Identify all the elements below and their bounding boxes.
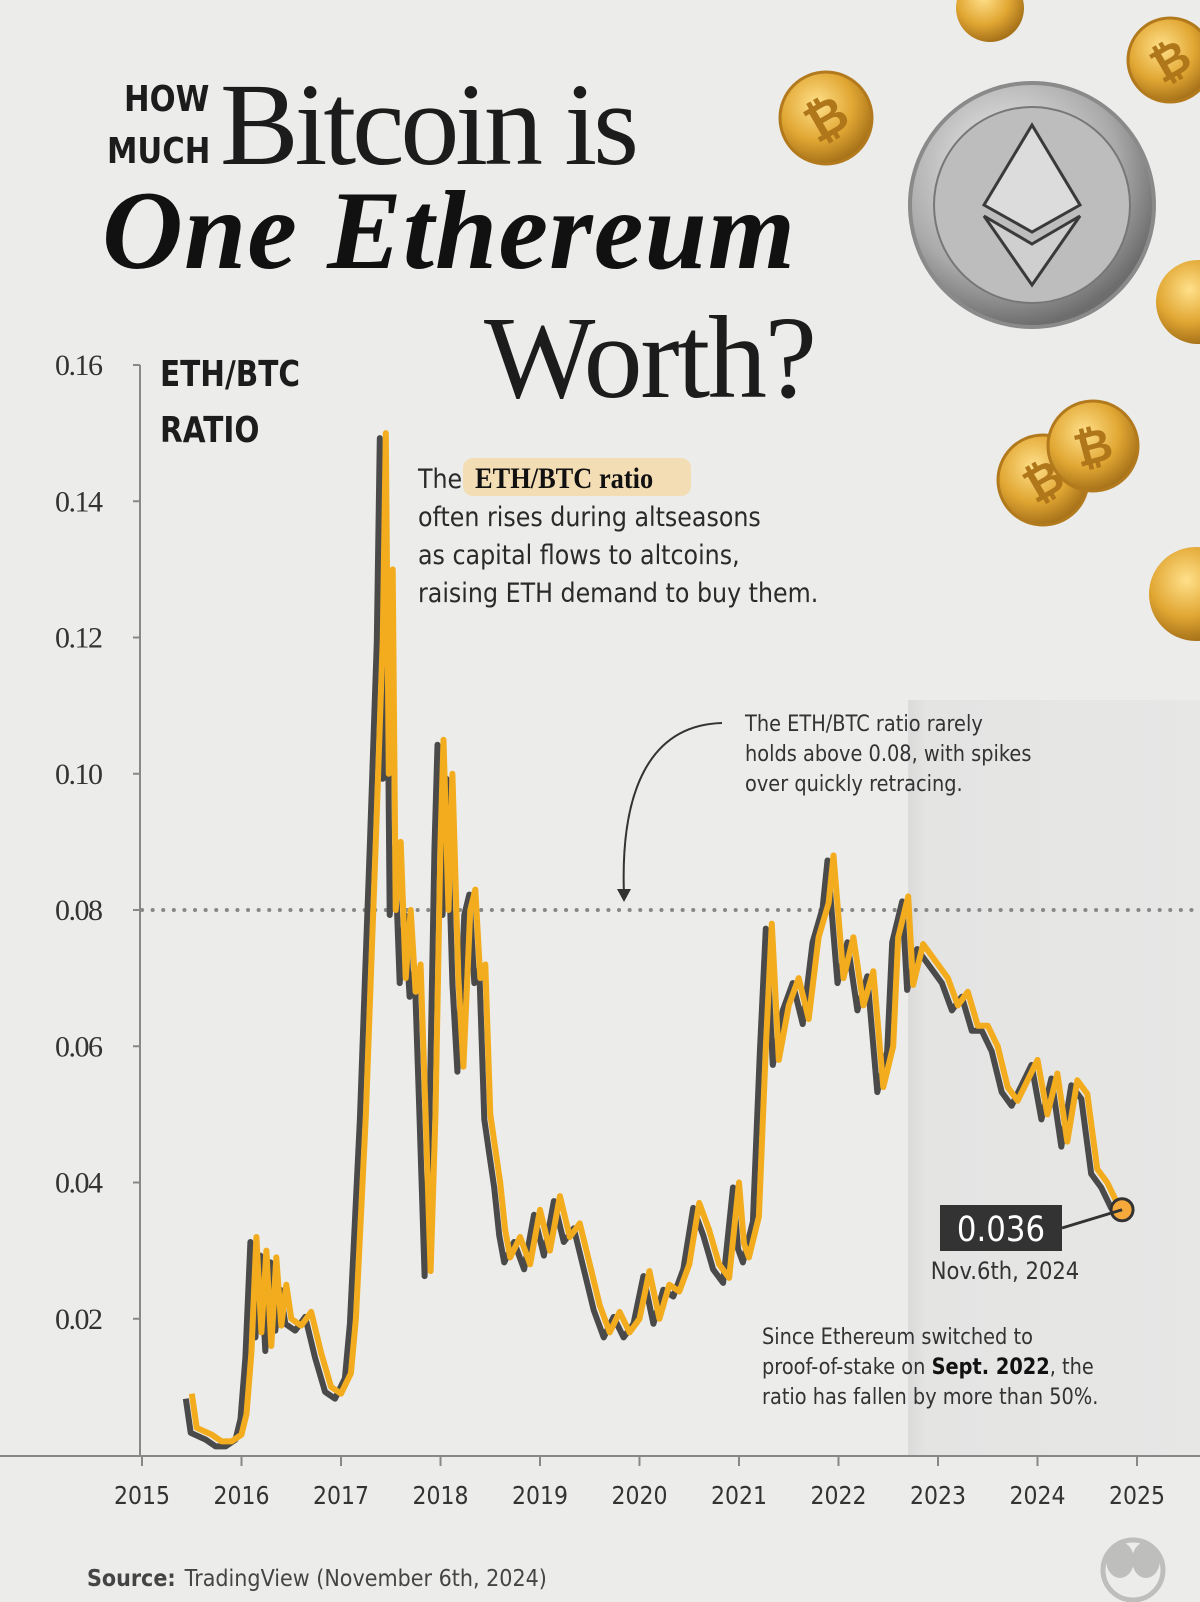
y-tick-label: 0.12 bbox=[55, 622, 102, 655]
intro-prefix: The bbox=[417, 463, 462, 495]
threshold-annotation: The ETH/BTC ratio rarely holds above 0.0… bbox=[744, 711, 1038, 796]
y-tick-label: 0.16 bbox=[55, 349, 103, 382]
y-tick-label: 0.06 bbox=[55, 1030, 103, 1063]
y-tick-label: 0.14 bbox=[55, 485, 103, 518]
series-line bbox=[188, 430, 1125, 1445]
latest-value-box bbox=[940, 1205, 1062, 1251]
intro-line: raising ETH demand to buy them. bbox=[418, 577, 818, 609]
x-tick-label: 2017 bbox=[313, 1481, 369, 1511]
title-kicker-how: HOW bbox=[124, 78, 209, 120]
title-line3: Worth? bbox=[484, 292, 814, 423]
y-axis-label: ETH/BTC RATIO bbox=[160, 352, 300, 451]
logo-icon bbox=[1100, 1537, 1166, 1602]
intro-line: as capital flows to altcoins, bbox=[418, 539, 740, 571]
source: Source: TradingView (November 6th, 2024) bbox=[87, 1566, 547, 1592]
title-line1: Bitcoin is bbox=[220, 59, 635, 190]
x-axis: 2015 2016 2017 2018 2019 2020 2021 2022 2023 2024… bbox=[0, 1455, 1200, 1511]
x-tick-label: 2015 bbox=[114, 1481, 170, 1511]
bitcoin-coin-icon: ₿ ₿ ₿ ₿ bbox=[778, 0, 1200, 641]
arrow-head-icon bbox=[617, 889, 631, 902]
arrow-icon bbox=[622, 722, 723, 896]
x-tick-label: 2020 bbox=[612, 1481, 668, 1511]
x-tick-label: 2019 bbox=[512, 1481, 568, 1511]
latest-connector bbox=[1061, 1208, 1123, 1230]
highlight-marker bbox=[463, 458, 691, 496]
ethereum-coin-icon bbox=[908, 81, 1156, 329]
pos-annotation: Since Ethereum switched to proof-of-stak… bbox=[762, 1324, 1100, 1409]
x-tick-label: 2018 bbox=[413, 1481, 469, 1511]
y-tick-label: 0.04 bbox=[55, 1167, 103, 1200]
y-tick-label: 0.02 bbox=[55, 1303, 102, 1336]
y-tick-label: 0.08 bbox=[55, 894, 102, 927]
intro-highlight: ETH/BTC ratio bbox=[475, 463, 653, 496]
title-kicker-much: MUCH bbox=[107, 130, 210, 172]
x-tick-label: 2021 bbox=[711, 1481, 767, 1511]
intro-annotation: The ETH/BTC ratio often rises during alt… bbox=[417, 463, 818, 609]
latest-value: 0.036 bbox=[957, 1208, 1045, 1249]
x-tick-label: 2022 bbox=[811, 1481, 867, 1511]
eth-btc-series bbox=[182, 430, 1135, 1450]
x-tick-label: 2016 bbox=[214, 1481, 270, 1511]
y-tick-label: 0.10 bbox=[55, 758, 102, 791]
x-tick-label: 2024 bbox=[1010, 1481, 1066, 1511]
x-tick-label: 2025 bbox=[1109, 1481, 1165, 1511]
intro-line: often rises during altseasons bbox=[418, 501, 761, 533]
x-tick-label: 2023 bbox=[910, 1481, 966, 1511]
latest-date: Nov.6th, 2024 bbox=[931, 1258, 1080, 1286]
title-line2: One Ethereum bbox=[102, 169, 792, 293]
